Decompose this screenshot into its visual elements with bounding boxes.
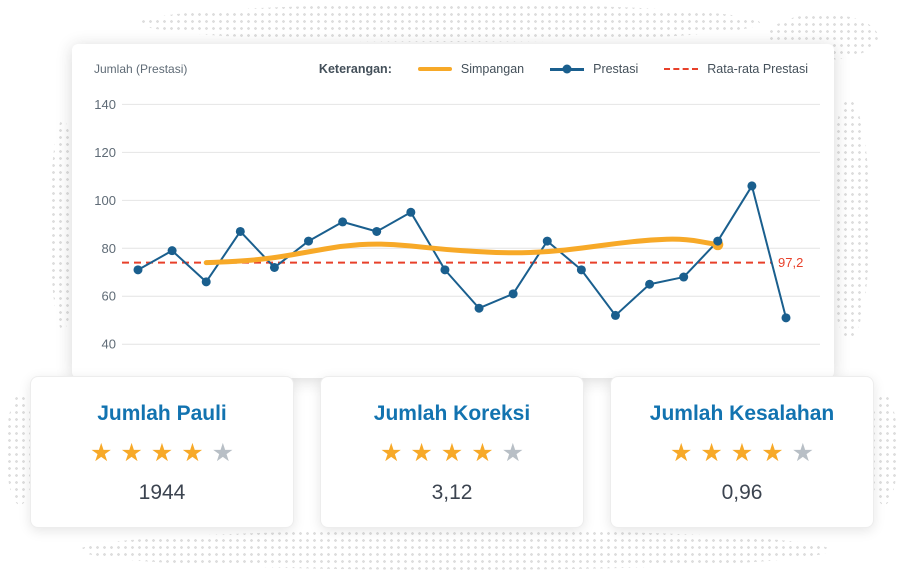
stat-card-title: Jumlah Kesalahan [649, 402, 835, 425]
star-filled-icon: ★ [150, 439, 174, 467]
halftone-decoration [140, 4, 760, 42]
star-filled-icon: ★ [120, 439, 143, 467]
prestasi-dot-icon [562, 64, 572, 74]
prestasi-chart-card: Jumlah (Prestasi) Keterangan: Simpangan … [72, 44, 834, 378]
halftone-decoration [6, 395, 34, 505]
svg-text:140: 140 [94, 97, 116, 112]
star-empty-icon: ★ [501, 439, 525, 467]
star-empty-icon: ★ [211, 439, 235, 467]
chart-header: Jumlah (Prestasi) Keterangan: Simpangan … [72, 44, 834, 78]
legend-label-prestasi: Prestasi [593, 62, 639, 76]
legend-item-simpangan[interactable]: Simpangan [417, 62, 525, 76]
star-filled-icon: ★ [730, 439, 754, 467]
simpangan-line-swatch [417, 67, 452, 71]
rata-rata-dashed-swatch [664, 68, 699, 70]
halftone-decoration [828, 100, 870, 340]
svg-text:97,2: 97,2 [778, 255, 803, 270]
halftone-decoration [870, 395, 898, 505]
star-filled-icon: ★ [700, 439, 723, 467]
svg-text:120: 120 [94, 145, 116, 160]
star-filled-icon: ★ [89, 439, 113, 467]
svg-text:40: 40 [102, 337, 116, 352]
stat-card-jumlah-koreksi: Jumlah Koreksi ★ ★ ★ ★ ★ 3,12 [320, 376, 584, 528]
legend-label-simpangan: Simpangan [460, 62, 525, 76]
chart-legend: Keterangan: Simpangan Prestasi Rata-rata… [319, 62, 808, 76]
chart-canvas: 140 120 100 80 60 40 97,2 [94, 97, 820, 352]
star-filled-icon: ★ [761, 439, 784, 467]
stat-card-value: 0,96 [721, 481, 763, 504]
legend-title: Keterangan: [318, 62, 392, 76]
star-filled-icon: ★ [379, 439, 403, 467]
star-rating: ★ ★ ★ ★ ★ [625, 441, 859, 466]
stat-cards-row: Jumlah Pauli ★ ★ ★ ★ ★ 1944 Jumlah Koreksi ★… [30, 376, 874, 528]
svg-text:100: 100 [94, 193, 116, 208]
halftone-decoration [80, 530, 830, 570]
star-filled-icon: ★ [181, 439, 204, 467]
stat-card-value: 3,12 [431, 481, 473, 504]
star-filled-icon: ★ [471, 439, 494, 467]
stat-card-title: Jumlah Koreksi [373, 402, 531, 425]
stat-card-value: 1944 [138, 481, 186, 504]
star-filled-icon: ★ [440, 439, 464, 467]
star-filled-icon: ★ [410, 439, 433, 467]
star-empty-icon: ★ [791, 439, 815, 467]
stat-card-jumlah-kesalahan: Jumlah Kesalahan ★ ★ ★ ★ ★ 0,96 [610, 376, 874, 528]
prestasi-line-swatch [550, 64, 585, 74]
svg-text:60: 60 [102, 289, 116, 304]
legend-item-prestasi[interactable]: Prestasi [550, 62, 638, 76]
star-rating: ★ ★ ★ ★ ★ [335, 441, 569, 466]
stat-card-jumlah-pauli: Jumlah Pauli ★ ★ ★ ★ ★ 1944 [30, 376, 294, 528]
svg-text:80: 80 [102, 241, 116, 256]
star-filled-icon: ★ [669, 439, 693, 467]
star-rating: ★ ★ ★ ★ ★ [45, 441, 279, 466]
y-axis-title: Jumlah (Prestasi) [94, 62, 188, 76]
halftone-decoration [50, 120, 76, 330]
legend-label-rata-rata: Rata-rata Prestasi [707, 62, 808, 76]
legend-item-rata-rata[interactable]: Rata-rata Prestasi [664, 62, 808, 76]
stat-card-title: Jumlah Pauli [97, 402, 227, 425]
